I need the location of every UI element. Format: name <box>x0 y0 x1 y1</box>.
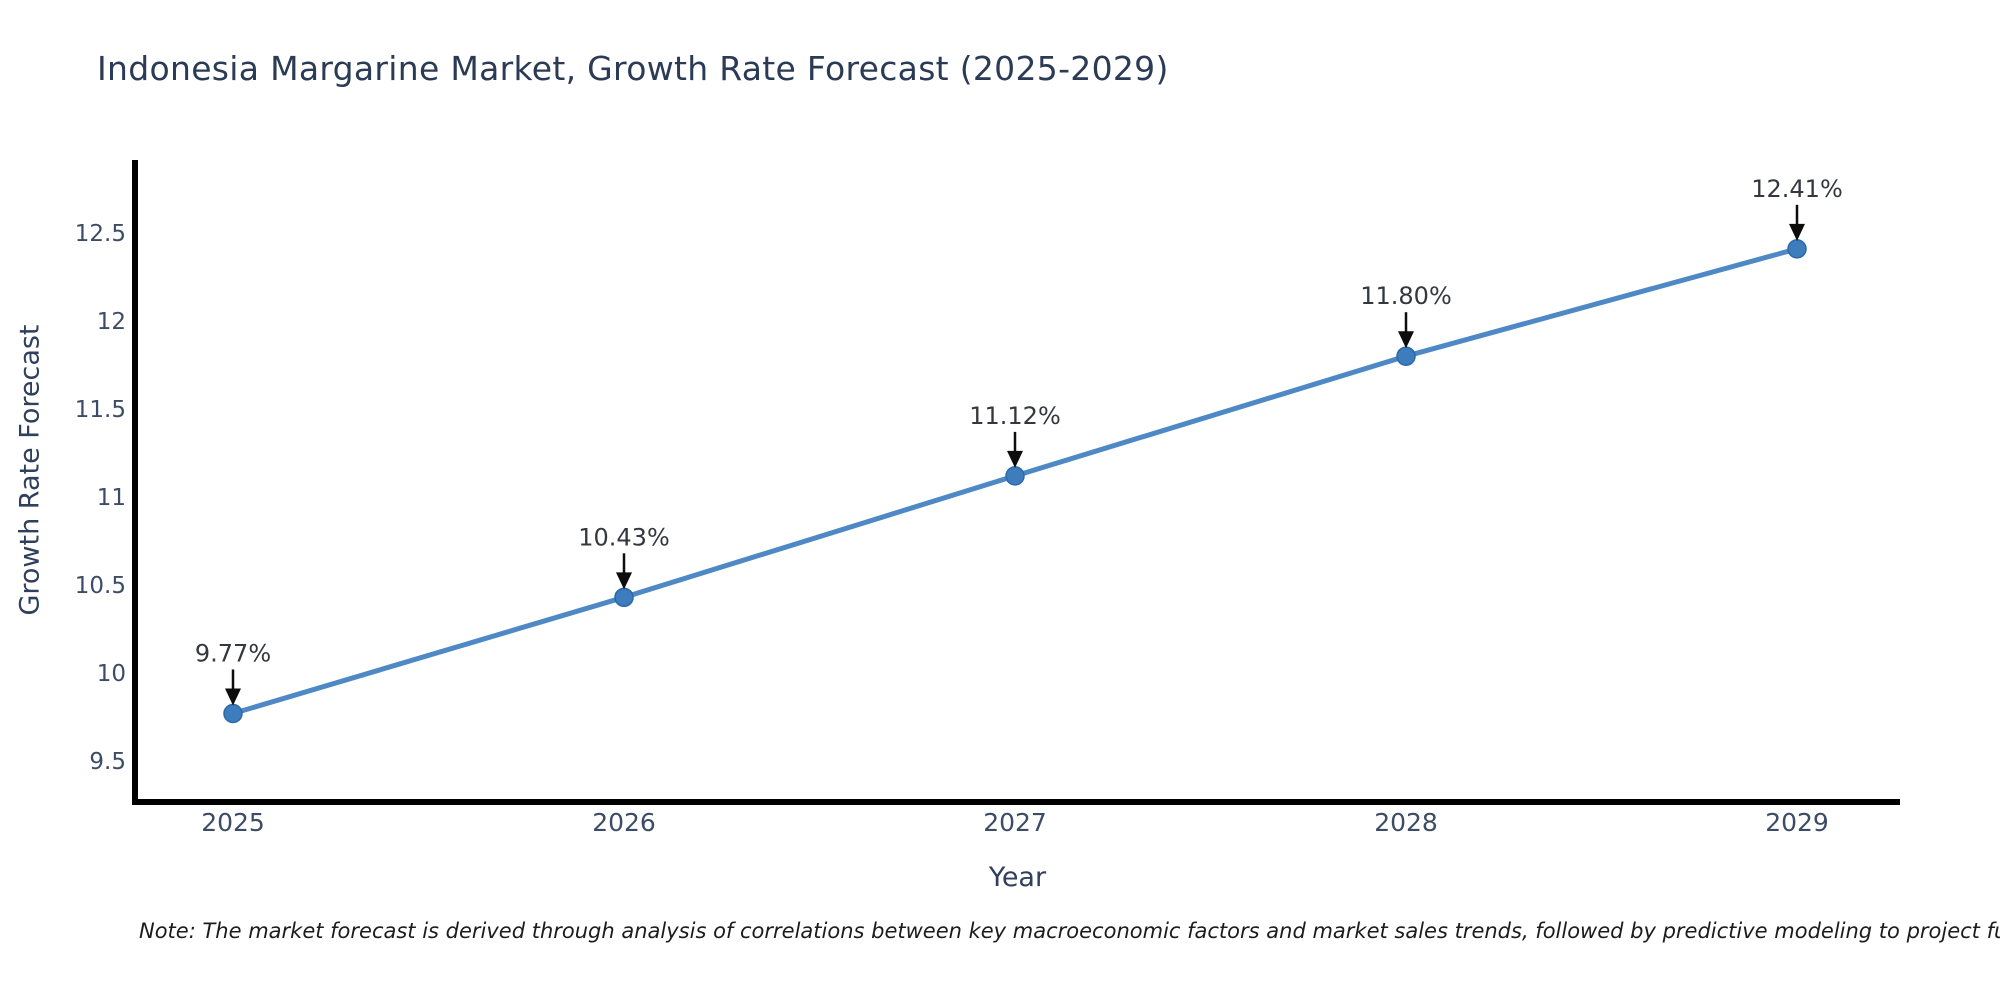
annotation-label: 9.77% <box>195 639 271 667</box>
y-tick-label: 9.5 <box>89 749 126 775</box>
x-tick-label: 2029 <box>1765 808 1829 837</box>
annotation-arrow-head <box>1789 223 1805 241</box>
chart-title: Indonesia Margarine Market, Growth Rate … <box>97 49 1169 88</box>
y-tick-label: 12 <box>97 309 126 335</box>
x-tick-label: 2026 <box>592 808 656 837</box>
annotation-label: 10.43% <box>578 523 670 551</box>
x-tick-label: 2027 <box>983 808 1047 837</box>
annotation-arrow-head <box>1398 331 1414 349</box>
data-point-2026 <box>614 587 634 608</box>
y-tick-label: 11.5 <box>75 397 126 423</box>
annotation-label: 11.12% <box>969 402 1061 430</box>
y-tick-label: 10.5 <box>75 573 126 599</box>
annotation-arrow-head <box>1007 450 1023 468</box>
data-point-2028 <box>1396 346 1416 366</box>
annotation-label: 11.80% <box>1360 282 1452 310</box>
data-point-2027 <box>1005 466 1025 486</box>
annotation-arrow-head <box>616 572 632 590</box>
y-tick-label: 10 <box>97 661 126 687</box>
annotation-arrow-head <box>225 688 241 706</box>
data-point-2029 <box>1787 239 1807 259</box>
y-axis-title: Growth Rate Forecast <box>14 324 46 616</box>
y-tick-label: 11 <box>97 485 126 511</box>
x-tick-label: 2025 <box>201 808 265 837</box>
x-axis-title: Year <box>988 862 1047 893</box>
chart-note: Note: The market forecast is derived thr… <box>139 919 2000 943</box>
data-point-2025 <box>223 703 243 724</box>
x-tick-label: 2028 <box>1374 808 1438 837</box>
annotation-label: 12.41% <box>1751 175 1843 203</box>
y-tick-label: 12.5 <box>75 221 126 247</box>
